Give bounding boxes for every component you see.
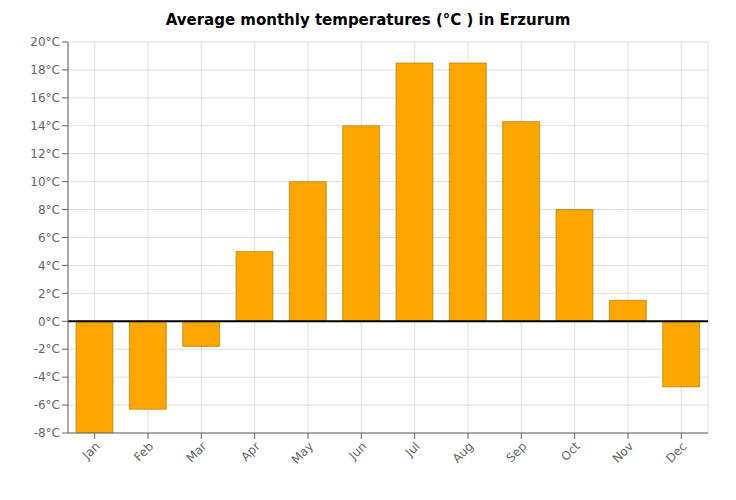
svg-text:Apr: Apr — [238, 439, 263, 464]
svg-text:-8°C: -8°C — [34, 426, 60, 440]
svg-text:May: May — [289, 439, 316, 466]
svg-text:Dec: Dec — [663, 439, 689, 465]
svg-text:-6°C: -6°C — [34, 398, 60, 412]
svg-text:12°C: 12°C — [30, 147, 60, 161]
svg-text:14°C: 14°C — [30, 119, 60, 133]
svg-text:Nov: Nov — [610, 439, 636, 465]
svg-text:-2°C: -2°C — [34, 342, 60, 356]
svg-text:8°C: 8°C — [38, 203, 60, 217]
svg-text:2°C: 2°C — [38, 287, 60, 301]
svg-text:Feb: Feb — [131, 439, 156, 464]
svg-text:6°C: 6°C — [38, 231, 60, 245]
svg-text:-4°C: -4°C — [34, 370, 60, 384]
svg-text:Aug: Aug — [450, 439, 476, 465]
svg-text:Sep: Sep — [504, 439, 530, 465]
svg-text:Jun: Jun — [346, 439, 370, 463]
html-text:Average monthly temperatures (: Average monthly temperatures (°C ) in Er… — [165, 11, 571, 29]
svg-text:0°C: 0°C — [38, 315, 60, 329]
svg-text:16°C: 16°C — [30, 91, 60, 105]
svg-text:18°C: 18°C — [30, 63, 60, 77]
svg-text:20°C: 20°C — [30, 35, 60, 49]
svg-text:Oct: Oct — [558, 439, 583, 464]
svg-text:4°C: 4°C — [38, 259, 60, 273]
svg-text:Jan: Jan — [79, 439, 103, 463]
svg-text:10°C: 10°C — [30, 175, 60, 189]
svg-text:Jul: Jul — [402, 439, 423, 460]
svg-text:Mar: Mar — [184, 439, 210, 465]
